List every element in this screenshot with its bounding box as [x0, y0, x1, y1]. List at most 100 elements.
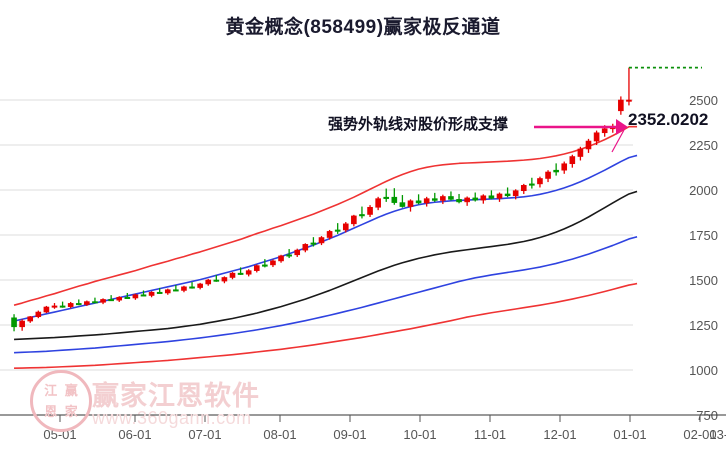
candle-body: [237, 272, 244, 275]
candle-body: [67, 303, 74, 307]
y-axis-label: 2000: [689, 183, 718, 198]
channel-line: [14, 282, 638, 369]
candle-body: [326, 231, 333, 238]
candle-body: [43, 306, 50, 313]
candle-body: [124, 296, 131, 299]
candle-body: [181, 286, 187, 291]
candle-body: [407, 200, 414, 207]
y-axis-label: 1750: [689, 228, 718, 243]
candle-body: [310, 242, 317, 245]
x-axis-label: 08-01: [263, 427, 296, 442]
candle-body: [100, 299, 106, 303]
y-axis-label: 1000: [689, 363, 718, 378]
candle-body: [569, 156, 576, 165]
candle-body: [334, 229, 341, 232]
candle-body: [431, 198, 438, 201]
candle-body: [302, 244, 309, 251]
candle-body: [553, 169, 559, 173]
annotation-value: 2352.0202: [628, 110, 709, 129]
channel-line: [14, 190, 638, 341]
candle-body: [399, 202, 406, 207]
candle-body: [375, 198, 381, 208]
x-axis-label: 02-01: [683, 427, 716, 442]
candle-body: [51, 305, 58, 308]
candle-body: [351, 215, 357, 225]
candle-body: [148, 291, 155, 296]
candle-body: [286, 254, 292, 257]
candle-body: [577, 148, 584, 157]
candle-body: [512, 190, 519, 197]
right-arrow-icon: [616, 119, 628, 135]
annotation-leader-line: [611, 129, 625, 153]
candle-body: [367, 206, 373, 215]
x-axis-label: 06-01: [118, 427, 151, 442]
candle-body: [35, 311, 42, 318]
candle-body: [561, 163, 568, 171]
candle-body: [585, 140, 592, 150]
candle-body: [537, 178, 543, 185]
candle-body: [84, 301, 90, 305]
candle-body: [440, 196, 446, 201]
x-axis-label: 11-01: [474, 427, 506, 442]
candle-body: [529, 183, 535, 186]
candle-body: [593, 132, 600, 142]
candle-body: [270, 260, 276, 266]
x-axis-label: 07-01: [188, 427, 221, 442]
candle-body: [480, 195, 487, 201]
candle-body: [164, 289, 171, 294]
x-axis-label: 01-01: [613, 427, 646, 442]
candle-body: [140, 294, 147, 297]
candle-body: [423, 198, 430, 204]
candle-body: [205, 279, 212, 285]
candle-body: [601, 128, 608, 134]
candle-body: [116, 296, 123, 301]
y-axis-label: 1250: [689, 318, 718, 333]
channel-line: [14, 236, 638, 354]
candle-body: [520, 185, 527, 192]
candle-body: [545, 171, 551, 179]
candle-body: [391, 196, 398, 203]
x-axis-label: 12-01: [543, 427, 576, 442]
candle-body: [92, 301, 98, 304]
candle-body: [464, 197, 470, 203]
candle-body: [472, 197, 479, 201]
candle-body: [189, 286, 195, 289]
channel-line: [13, 125, 638, 306]
y-axis-label: 1500: [689, 273, 718, 288]
candle-body: [496, 193, 503, 199]
x-axis-label: 05-01: [43, 427, 76, 442]
candle-body: [75, 303, 82, 306]
candle-body: [383, 196, 390, 199]
candle-body: [229, 272, 236, 278]
candle-body: [318, 237, 325, 244]
candle-body: [27, 316, 34, 322]
y-axis-label: 2250: [689, 138, 718, 153]
candle-body: [197, 283, 203, 288]
candle-body: [456, 199, 462, 203]
candle-body: [59, 305, 66, 308]
candle-body: [19, 320, 25, 328]
candle-body: [221, 277, 228, 282]
y-axis-label: 2500: [689, 93, 718, 108]
candle-body: [262, 264, 268, 267]
candle-body: [342, 223, 349, 231]
candle-body: [488, 195, 495, 199]
x-axis-label: 10-01: [403, 427, 436, 442]
candle-body: [359, 214, 365, 217]
candle-body: [173, 289, 179, 292]
candle-body: [626, 99, 632, 102]
channel-line: [13, 154, 638, 322]
annotation-label: 强势外轨线对股价形成支撑: [328, 116, 509, 133]
candle-body: [415, 200, 422, 204]
candle-body: [245, 270, 252, 275]
page-title: 黄金概念(858499)赢家极反通道: [225, 17, 501, 38]
candle-body: [504, 193, 511, 197]
x-axis-label: 09-01: [333, 427, 366, 442]
candle-body: [156, 291, 163, 294]
candle-body: [278, 255, 284, 262]
candle-body: [132, 294, 139, 299]
candle-body: [108, 299, 114, 302]
candle-body: [618, 99, 624, 112]
